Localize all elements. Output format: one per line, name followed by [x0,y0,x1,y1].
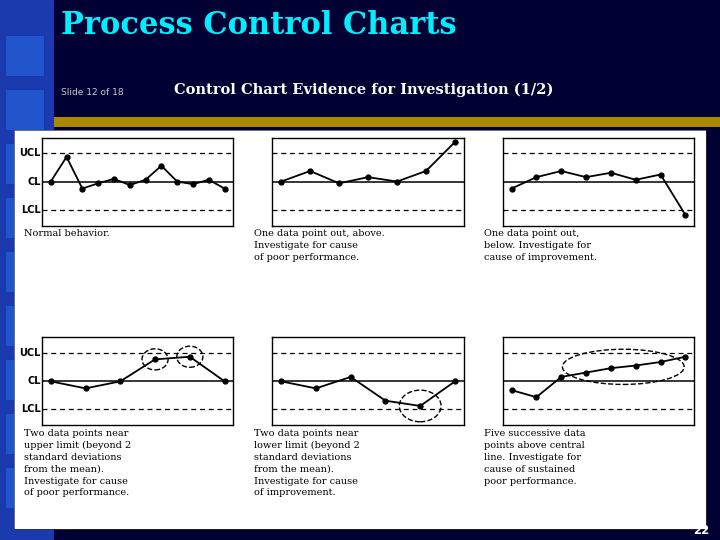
Text: Control Chart Evidence for Investigation (1/2): Control Chart Evidence for Investigation… [174,83,553,97]
Text: Two data points near
lower limit (beyond 2
standard deviations
from the mean).
I: Two data points near lower limit (beyond… [254,429,360,497]
Text: Normal behavior.: Normal behavior. [24,230,109,239]
Text: CL: CL [27,177,40,186]
FancyBboxPatch shape [6,467,44,508]
FancyBboxPatch shape [6,197,44,238]
FancyBboxPatch shape [6,89,44,130]
FancyBboxPatch shape [6,359,44,400]
Text: UCL: UCL [19,148,40,158]
Text: Slide 12 of 18: Slide 12 of 18 [60,89,123,97]
FancyBboxPatch shape [6,143,44,184]
Text: CL: CL [27,376,40,386]
Text: One data point out, above.
Investigate for cause
of poor performance.: One data point out, above. Investigate f… [254,230,384,262]
FancyBboxPatch shape [6,251,44,292]
Text: LCL: LCL [21,404,40,415]
FancyBboxPatch shape [6,305,44,346]
Text: Five successive data
points above central
line. Investigate for
cause of sustain: Five successive data points above centra… [485,429,586,485]
Text: 22: 22 [693,524,709,537]
Text: LCL: LCL [21,205,40,215]
Text: UCL: UCL [19,348,40,358]
Text: One data point out,
below. Investigate for
cause of improvement.: One data point out, below. Investigate f… [485,230,598,262]
Text: Process Control Charts: Process Control Charts [60,10,456,40]
FancyBboxPatch shape [6,413,44,454]
Text: Two data points near
upper limit (beyond 2
standard deviations
from the mean).
I: Two data points near upper limit (beyond… [24,429,131,497]
FancyBboxPatch shape [6,35,44,76]
